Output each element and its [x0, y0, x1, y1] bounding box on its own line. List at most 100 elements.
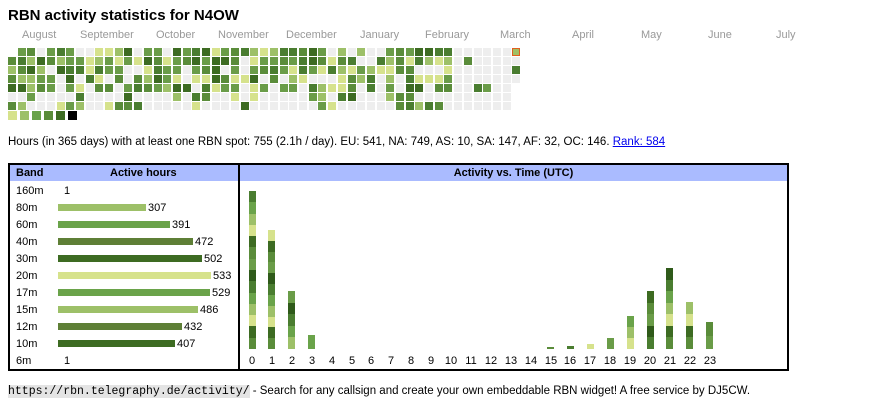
- band-row: 80m 307: [10, 200, 238, 217]
- heatmap-day: [76, 57, 84, 65]
- hour-bar: [666, 268, 673, 350]
- heatmap-day: [76, 93, 84, 101]
- heatmap-day: [27, 102, 35, 110]
- heatmap-day: [280, 102, 288, 110]
- heatmap-day: [57, 93, 65, 101]
- heatmap-day: [270, 75, 278, 83]
- hour-bar: [288, 291, 295, 349]
- heatmap-day: [367, 102, 375, 110]
- heatmap-day: [202, 57, 210, 65]
- heatmap-day: [289, 57, 297, 65]
- legend-swatch: [20, 111, 29, 120]
- rank-link[interactable]: Rank: 584: [612, 136, 666, 148]
- heatmap-day: [105, 48, 113, 56]
- heatmap-day: [8, 84, 16, 92]
- heatmap-day: [280, 66, 288, 74]
- heatmap-day: [192, 84, 200, 92]
- heatmap-day: [415, 93, 423, 101]
- heatmap-day: [76, 48, 84, 56]
- heatmap-day: [377, 75, 385, 83]
- heatmap-day: [18, 75, 26, 83]
- heatmap-day: [173, 102, 181, 110]
- heatmap-day: [163, 57, 171, 65]
- hour-bar-segment: [647, 337, 654, 349]
- hour-bar-segment: [268, 251, 275, 263]
- band-row: 160m 1: [10, 183, 238, 200]
- band-table: Band Active hours 160m 1 80m 307 60m 391 40m 47…: [8, 163, 240, 371]
- heatmap-day: [415, 75, 423, 83]
- band-name: 10m: [16, 338, 38, 350]
- heatmap-day: [231, 66, 239, 74]
- hour-label: 10: [444, 355, 458, 367]
- heatmap-day: [503, 102, 511, 110]
- heatmap-day: [444, 93, 452, 101]
- heatmap-day: [474, 93, 482, 101]
- heatmap-day: [18, 48, 26, 56]
- heatmap-day: [270, 84, 278, 92]
- heatmap-day: [95, 102, 103, 110]
- heatmap-day: [154, 75, 162, 83]
- hour-bar-segment: [666, 268, 673, 280]
- heatmap-day: [163, 75, 171, 83]
- heatmap-day: [270, 93, 278, 101]
- heatmap-day: [124, 102, 132, 110]
- heatmap-day: [503, 84, 511, 92]
- heatmap-day: [367, 75, 375, 83]
- heatmap-day: [270, 48, 278, 56]
- heatmap-day: [192, 66, 200, 74]
- band-bar: [58, 255, 202, 262]
- heatmap-day: [250, 102, 258, 110]
- heatmap-today: [512, 48, 520, 56]
- heatmap-day: [444, 84, 452, 92]
- heatmap-day: [27, 84, 35, 92]
- hour-bar: [706, 322, 713, 349]
- band-bar: [58, 340, 175, 347]
- hours-column-header: Active hours: [110, 167, 177, 179]
- heatmap-day: [144, 75, 152, 83]
- heatmap-day: [37, 102, 45, 110]
- heatmap-day: [318, 75, 326, 83]
- hour-bar-segment: [647, 314, 654, 326]
- band-row: 60m 391: [10, 217, 238, 234]
- heatmap-day: [377, 102, 385, 110]
- heatmap-day: [309, 75, 317, 83]
- heatmap-day: [415, 84, 423, 92]
- heatmap-day: [474, 75, 482, 83]
- band-hours: 1: [64, 185, 71, 197]
- heatmap-day: [231, 93, 239, 101]
- legend-swatch: [56, 111, 65, 120]
- heatmap-day: [396, 48, 404, 56]
- heatmap-day: [192, 93, 200, 101]
- month-label: December: [286, 29, 337, 41]
- heatmap-day: [406, 84, 414, 92]
- heatmap-day: [95, 57, 103, 65]
- heatmap-day: [183, 66, 191, 74]
- heatmap-day: [105, 57, 113, 65]
- heatmap-day: [425, 48, 433, 56]
- heatmap-day: [192, 102, 200, 110]
- heatmap-day: [348, 48, 356, 56]
- footer-url[interactable]: https://rbn.telegraphy.de/activity/: [8, 385, 250, 398]
- heatmap-day: [493, 84, 501, 92]
- heatmap-day: [144, 57, 152, 65]
- hour-label: 6: [367, 355, 375, 367]
- month-label: January: [360, 29, 400, 41]
- hour-bar: [686, 302, 693, 349]
- heatmap-day: [57, 48, 65, 56]
- hour-bar: [547, 347, 554, 349]
- heatmap-day: [348, 66, 356, 74]
- hour-bar-segment: [249, 315, 256, 327]
- heatmap-day: [299, 66, 307, 74]
- band-hours: 391: [172, 219, 191, 231]
- heatmap-day: [47, 102, 55, 110]
- hour-label: 8: [407, 355, 415, 367]
- heatmap-day: [406, 93, 414, 101]
- heatmap-day: [260, 48, 268, 56]
- heatmap-day: [377, 57, 385, 65]
- hour-bar-segment: [268, 305, 275, 317]
- heatmap-day: [183, 48, 191, 56]
- heatmap-day: [415, 102, 423, 110]
- heatmap-day: [289, 102, 297, 110]
- legend-swatch: [68, 111, 77, 120]
- band-name: 17m: [16, 287, 38, 299]
